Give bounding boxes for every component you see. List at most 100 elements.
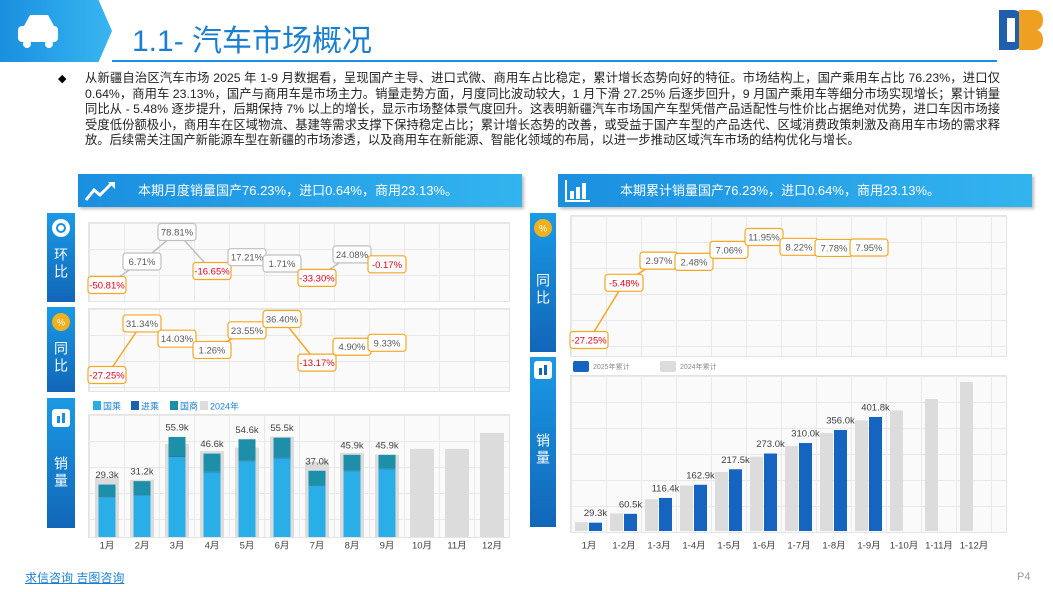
- bar: [378, 454, 396, 469]
- bar: [869, 416, 882, 531]
- legend-label: 2024年累计: [680, 362, 717, 371]
- value-label-box: [192, 340, 232, 360]
- comparison-bar: [820, 433, 833, 531]
- legend-label: 进乘: [141, 400, 159, 411]
- plot-area: [88, 414, 510, 538]
- value-label-box: [122, 252, 162, 271]
- x-tick-label: 4月: [205, 541, 220, 552]
- bar: [168, 456, 186, 457]
- value-label: 116.4k: [652, 483, 680, 494]
- value-label: 31.34%: [126, 319, 159, 330]
- header-rule: [112, 60, 997, 62]
- x-tick-label: 1-9月: [857, 541, 880, 552]
- value-label: 7.95%: [856, 243, 883, 254]
- x-tick-label: 3月: [170, 541, 185, 552]
- value-label: 46.6k: [200, 439, 223, 450]
- value-label: 17.21%: [231, 253, 264, 264]
- value-label: 1.71%: [269, 259, 296, 270]
- value-label-box: [849, 238, 889, 257]
- value-label: 6.71%: [129, 257, 156, 268]
- banner-text: 本期累计销量国产76.23%，进口0.64%，商用23.13%。: [620, 183, 941, 198]
- value-label: 55.9k: [165, 422, 188, 433]
- bar: [168, 436, 186, 457]
- side-label: 同比: [535, 273, 551, 307]
- value-label-box: [157, 222, 197, 242]
- value-label: -16.65%: [194, 267, 230, 278]
- bar: [203, 472, 221, 537]
- comparison-bar: [445, 448, 469, 537]
- value-label-box: [332, 245, 372, 264]
- value-label-box: [87, 365, 127, 385]
- value-label: 78.81%: [161, 228, 194, 239]
- bar: [238, 461, 256, 537]
- value-label: 310.0k: [791, 429, 820, 440]
- value-label-box: [367, 333, 407, 352]
- legend-label: 2025年累计: [593, 362, 630, 371]
- value-label: 31.2k: [130, 467, 153, 478]
- bar: [273, 437, 291, 458]
- value-label: 273.0k: [756, 439, 785, 450]
- x-tick-label: 5月: [240, 541, 255, 552]
- legend-label: 2024年: [210, 400, 239, 411]
- x-tick-label: 9月: [380, 541, 395, 552]
- chart-icon: [565, 180, 590, 202]
- value-label: 14.03%: [161, 334, 194, 345]
- header-icon-box: [0, 0, 112, 62]
- comparison-bar: [610, 513, 623, 531]
- logo: [999, 10, 1043, 50]
- x-tick-label: 2月: [135, 541, 150, 552]
- value-label: 24.08%: [336, 250, 369, 261]
- brand[interactable]: 吉图咨询: [76, 571, 125, 585]
- comparison-bar: [645, 499, 658, 531]
- bar: [168, 456, 186, 537]
- value-label: 45.9k: [375, 440, 398, 451]
- comparison-bar: [680, 485, 693, 531]
- value-label: 4.90%: [339, 342, 366, 353]
- x-tick-label: 7月: [310, 541, 325, 552]
- value-label: 45.9k: [340, 440, 363, 451]
- value-label: 37.0k: [305, 456, 328, 467]
- bar: [729, 469, 742, 531]
- bar: [273, 458, 291, 537]
- value-label: 1.26%: [199, 345, 226, 356]
- value-label: 162.9k: [686, 470, 715, 481]
- bar: [238, 460, 256, 462]
- value-label-box: [744, 227, 784, 247]
- brand[interactable]: 求信咨询: [25, 571, 74, 585]
- banner: 本期月度销量国产76.23%，进口0.64%，商用23.13%。: [78, 174, 522, 207]
- legend-label: 国商: [180, 400, 198, 411]
- svg-text:%: %: [57, 317, 65, 327]
- x-tick-label: 6月: [275, 541, 290, 552]
- x-tick-label: 1-4月: [682, 541, 705, 552]
- bar: [343, 454, 361, 471]
- side-label: 销量: [53, 456, 69, 490]
- bar: [133, 481, 151, 496]
- value-label: -0.17%: [372, 260, 403, 271]
- side-label: 同比: [53, 341, 69, 375]
- value-label-box: [192, 261, 232, 281]
- value-label: 2.48%: [681, 257, 708, 268]
- x-tick-label: 1-7月: [787, 541, 810, 552]
- bar: [273, 457, 291, 459]
- value-label-box: [227, 321, 267, 340]
- comparison-bar: [890, 410, 903, 531]
- bar: [764, 453, 777, 531]
- strip-icons: % %: [52, 219, 552, 427]
- legend-swatch: [131, 401, 139, 410]
- value-label: 356.0k: [826, 415, 855, 426]
- value-label: 2.97%: [646, 256, 673, 267]
- summary: 从新疆自治区汽车市场 2025 年 1-9 月数据看，呈现国产主导、进口式微、商…: [85, 71, 1000, 147]
- value-label-box: [262, 254, 302, 273]
- value-label-box: [122, 314, 162, 333]
- side-label: 销量: [535, 433, 551, 467]
- bar: [378, 468, 396, 470]
- car-icon: [18, 15, 58, 48]
- value-label: -33.30%: [299, 273, 335, 284]
- legend-swatch: [200, 401, 208, 410]
- value-label: 29.3k: [584, 508, 607, 519]
- comparison-bar: [715, 471, 728, 531]
- bar: [238, 439, 256, 461]
- value-label: 217.5k: [721, 455, 750, 466]
- value-label: 23.55%: [231, 326, 264, 337]
